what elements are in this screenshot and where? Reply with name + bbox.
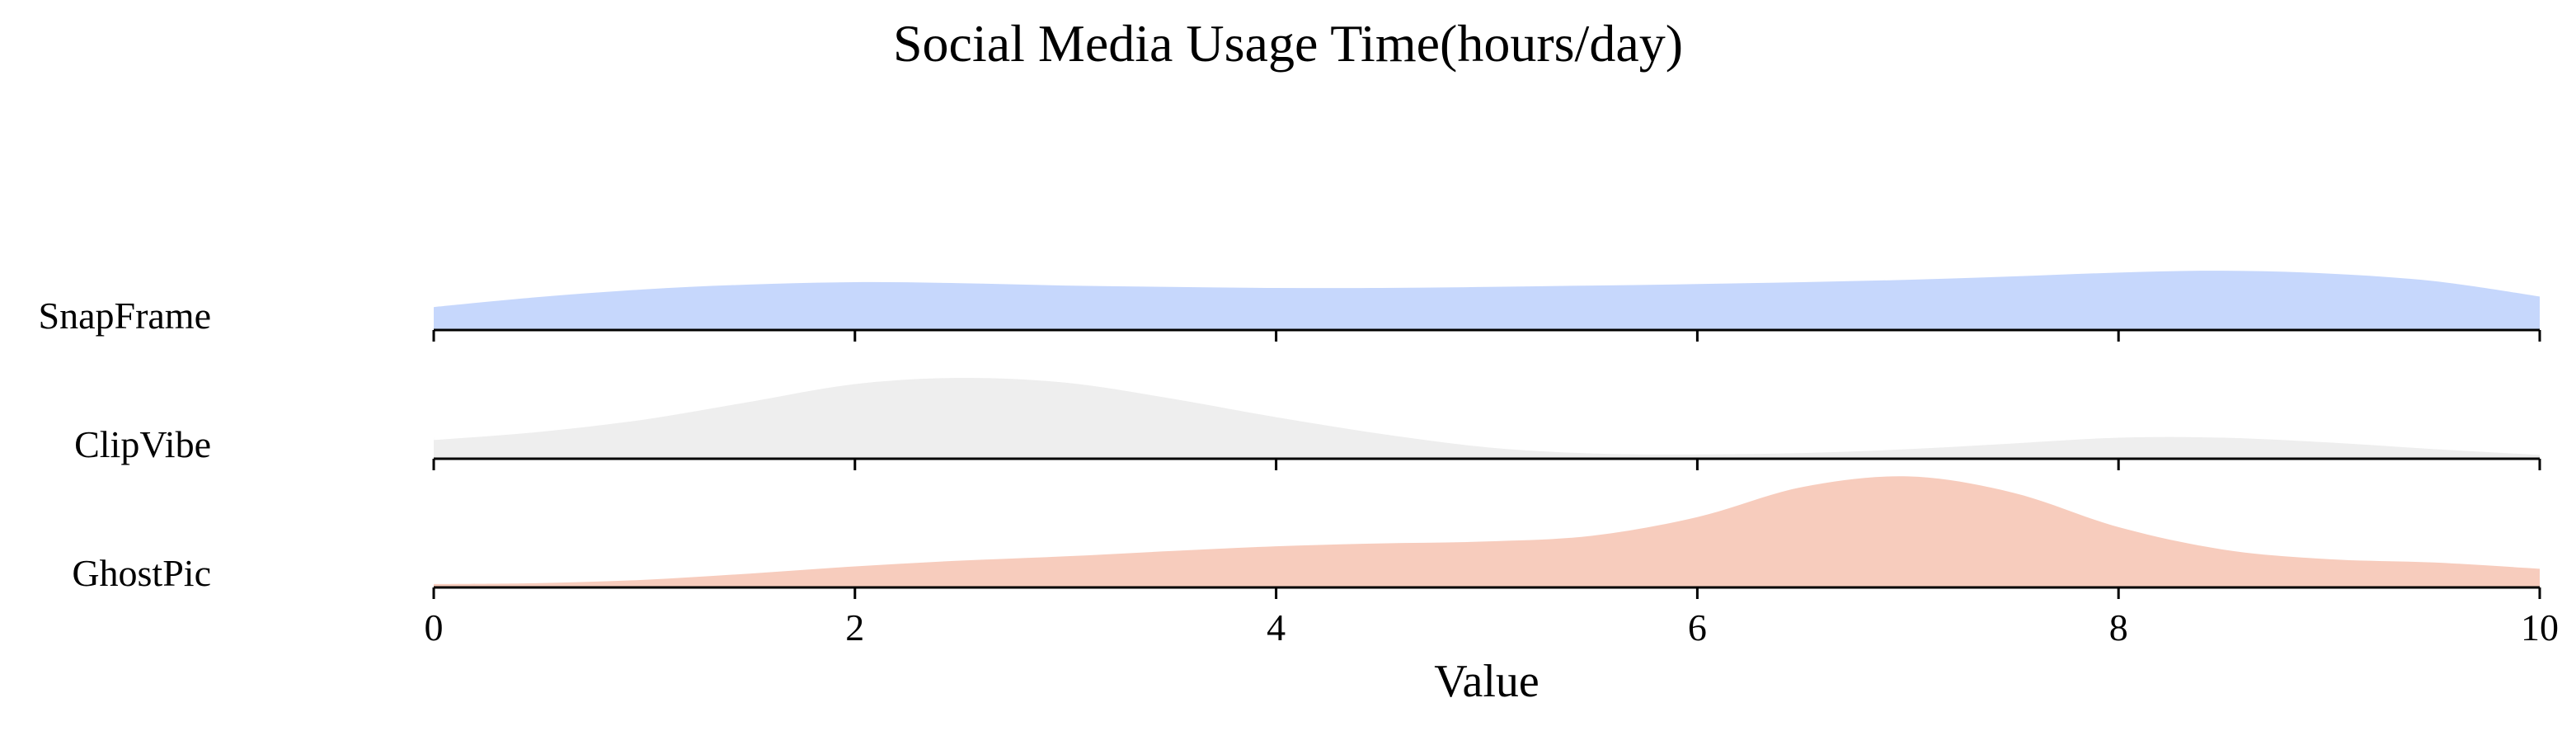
x-tick-label: 4 bbox=[1267, 606, 1286, 648]
x-tick-label: 2 bbox=[845, 606, 864, 648]
x-tick-label: 6 bbox=[1688, 606, 1707, 648]
highlight-outline-layer bbox=[433, 371, 2541, 455]
ridge-fills-layer bbox=[434, 271, 2540, 587]
row-label-snapframe: SnapFrame bbox=[38, 295, 211, 337]
x-tick-label: 10 bbox=[2521, 606, 2559, 648]
x-tick-label: 8 bbox=[2109, 606, 2128, 648]
ridge-area-clipvibe bbox=[434, 375, 2540, 459]
ridge-outline-clipvibe bbox=[433, 371, 2541, 455]
chart-title: Social Media Usage Time(hours/day) bbox=[892, 14, 1684, 73]
ridge-area-snapframe bbox=[434, 271, 2540, 330]
x-tick-label: 0 bbox=[425, 606, 444, 648]
row-label-clipvibe: ClipVibe bbox=[74, 423, 211, 465]
labels-layer: SnapFrame ClipVibe GhostPic 0 2 4 6 8 10 Value bbox=[38, 295, 2559, 707]
row-label-ghostpic: GhostPic bbox=[72, 552, 211, 594]
x-axis-label: Value bbox=[1434, 656, 1539, 707]
ridge-baselines-layer bbox=[432, 328, 2541, 599]
ridge-area-ghostpic bbox=[434, 476, 2540, 587]
